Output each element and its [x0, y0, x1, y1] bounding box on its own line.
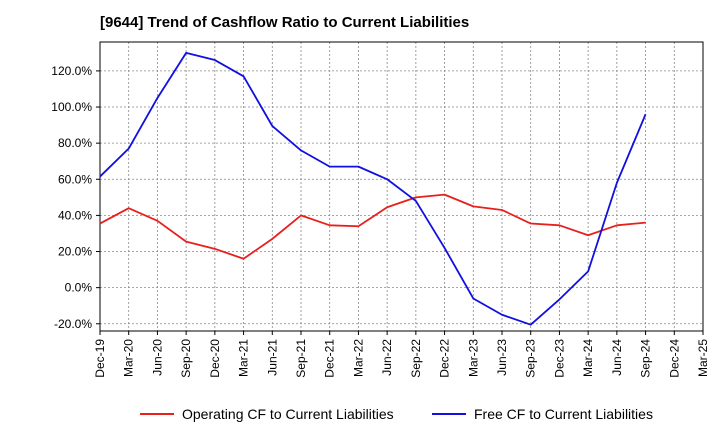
- x-axis: Dec-19 Mar-20 Jun-20 Sep-20 Dec-20 Mar-21 Jun-…: [93, 331, 710, 378]
- y-tick-label: 0.0%: [65, 281, 93, 295]
- series-layer: [99, 51, 647, 326]
- x-tick-label: Mar-22: [351, 339, 365, 377]
- y-tick-label: 80.0%: [58, 136, 92, 150]
- y-tick-label: -20.0%: [54, 317, 92, 331]
- x-tick-label: Sep-22: [409, 339, 423, 378]
- series-line-operating-cf: [99, 193, 646, 260]
- x-tick-label: Sep-24: [639, 339, 653, 378]
- x-tick-label: Dec-20: [208, 339, 222, 378]
- x-tick-label: Sep-20: [179, 339, 193, 378]
- x-tick-label: Mar-20: [122, 339, 136, 377]
- x-tick-label: Sep-21: [294, 339, 308, 378]
- x-tick-label: Sep-23: [524, 339, 538, 378]
- x-tick-label: Mar-21: [237, 339, 251, 377]
- x-tick-label: Mar-25: [696, 339, 710, 377]
- x-tick-label: Jun-20: [150, 339, 164, 376]
- y-tick-label: 100.0%: [51, 100, 92, 114]
- x-tick-label: Dec-22: [438, 339, 452, 378]
- x-tick-label: Dec-19: [93, 339, 107, 378]
- plot-frame: [99, 41, 704, 332]
- x-tick-label: Jun-24: [610, 339, 624, 376]
- x-tick-label: Dec-21: [323, 339, 337, 378]
- legend-label: Operating CF to Current Liabilities: [182, 406, 394, 422]
- grid: [99, 42, 704, 331]
- x-tick-label: Jun-23: [495, 339, 509, 376]
- y-tick-label: 40.0%: [58, 208, 92, 222]
- legend: Operating CF to Current Liabilities Free …: [140, 406, 653, 422]
- x-tick-label: Dec-23: [552, 339, 566, 378]
- y-tick-label: 60.0%: [58, 172, 92, 186]
- y-tick-label: 20.0%: [58, 245, 92, 259]
- y-tick-label: 120.0%: [51, 64, 92, 78]
- x-tick-label: Dec-24: [667, 339, 681, 378]
- x-tick-label: Mar-23: [466, 339, 480, 377]
- x-tick-label: Jun-21: [265, 339, 279, 376]
- series-line-free-cf: [99, 51, 647, 326]
- chart-title: [9644] Trend of Cashflow Ratio to Curren…: [100, 14, 470, 31]
- legend-label: Free CF to Current Liabilities: [474, 406, 653, 422]
- y-axis: -20.0% 0.0% 20.0% 40.0% 60.0% 80.0% 100.0% 120.…: [51, 64, 100, 331]
- x-tick-label: Mar-24: [581, 339, 595, 377]
- x-tick-label: Jun-22: [380, 339, 394, 376]
